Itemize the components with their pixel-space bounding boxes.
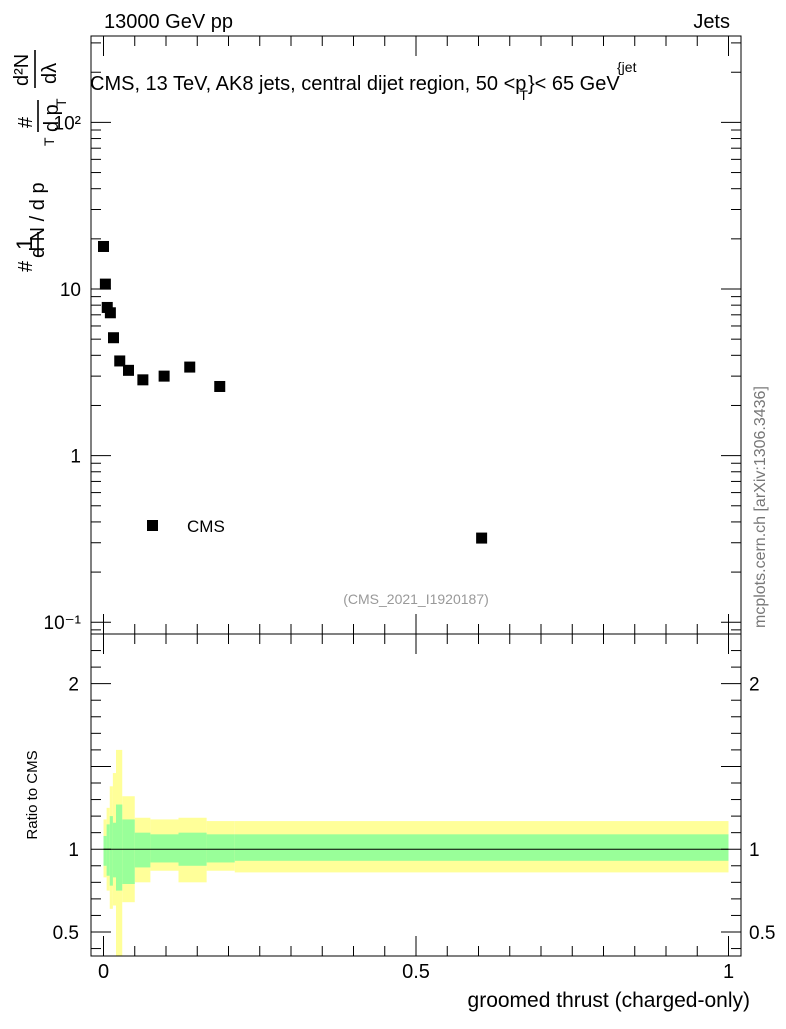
ratio-axis-ticks: 0.5 0.5 1 1 2 2 0 0.5 1 <box>53 633 775 983</box>
ratio-panel-frame <box>90 633 742 957</box>
legend-label: CMS <box>187 517 225 536</box>
data-point <box>137 374 149 386</box>
y-tick-label: 10 <box>60 280 81 301</box>
data-point <box>99 278 111 290</box>
svg-text:#: # <box>15 260 37 272</box>
y-tick-label: 1 <box>70 447 81 468</box>
x-axis-label: groomed thrust (charged-only) <box>468 989 750 1012</box>
ratio-y-tick-label-right: 2 <box>749 675 760 696</box>
inner-band-bin <box>112 822 116 878</box>
data-point <box>104 307 116 319</box>
legend-marker <box>147 520 158 531</box>
inner-band-bin <box>150 834 179 863</box>
svg-text:#: # <box>15 116 37 128</box>
inner-band-bin <box>134 832 151 868</box>
data-point <box>108 332 119 344</box>
data-point <box>476 532 488 544</box>
inner-band-bin <box>206 834 235 863</box>
main-axis-ticks: 10⁻¹ 1 10 10² <box>44 36 741 634</box>
analysis-watermark: (CMS_2021_I1920187) <box>343 591 489 607</box>
svg-text:1: 1 <box>12 238 37 250</box>
y-tick-label: 10² <box>54 113 81 134</box>
data-point <box>98 240 109 252</box>
inner-band-bin <box>109 816 113 886</box>
x-tick-label: 0.5 <box>402 961 430 983</box>
y-tick-label: 10⁻¹ <box>44 613 82 634</box>
x-tick-label: 0 <box>98 961 109 983</box>
svg-text:dλ: dλ <box>39 63 61 84</box>
svg-text:d N / d p: d N / d p <box>27 182 49 258</box>
main-title-superscript: {jet <box>617 59 637 75</box>
x-tick-label: 1 <box>723 961 734 983</box>
inner-band-bin <box>106 824 110 876</box>
ratio-y-tick-label-left: 2 <box>68 675 79 696</box>
data-points-layer <box>98 240 488 544</box>
main-title: CMS, 13 TeV, AK8 jets, central dijet reg… <box>90 73 620 103</box>
main-ylabel: # 1 d N / d p T # d p T d²N dλ <box>11 50 69 272</box>
main-panel: 10⁻¹ 1 10 10² CMS, 13 TeV, AK8 jets, centra… <box>11 35 742 635</box>
ratio-y-tick-label-right: 1 <box>749 840 760 861</box>
data-point <box>114 355 126 367</box>
inner-band-bin <box>122 819 135 884</box>
inner-band-bin <box>103 835 107 866</box>
main-panel-frame <box>90 35 742 635</box>
energy-label: 13000 GeV pp <box>104 11 233 33</box>
data-point <box>123 364 134 376</box>
svg-text:T: T <box>53 98 69 107</box>
svg-text:T: T <box>41 137 57 146</box>
data-point <box>158 370 170 382</box>
ratio-y-tick-label-left: 0.5 <box>53 923 79 944</box>
category-label: Jets <box>693 11 730 33</box>
ratio-ylabel: Ratio to CMS <box>24 750 41 839</box>
mcplots-side-label: mcplots.cern.ch [arXiv:1306.3436] <box>752 386 769 628</box>
svg-text:d p: d p <box>41 104 63 132</box>
uncertainty-bands <box>103 749 729 956</box>
ratio-y-tick-label-left: 1 <box>68 840 79 861</box>
inner-band-bin <box>116 804 123 891</box>
ratio-y-tick-label-right: 0.5 <box>749 923 775 944</box>
data-point <box>214 380 226 392</box>
ratio-panel: 0.5 0.5 1 1 2 2 0 0.5 1 Ratio to CMS groomed thr… <box>24 633 775 1012</box>
svg-text:d²N: d²N <box>11 54 33 86</box>
data-point <box>184 361 196 373</box>
inner-band-bin <box>234 834 729 861</box>
